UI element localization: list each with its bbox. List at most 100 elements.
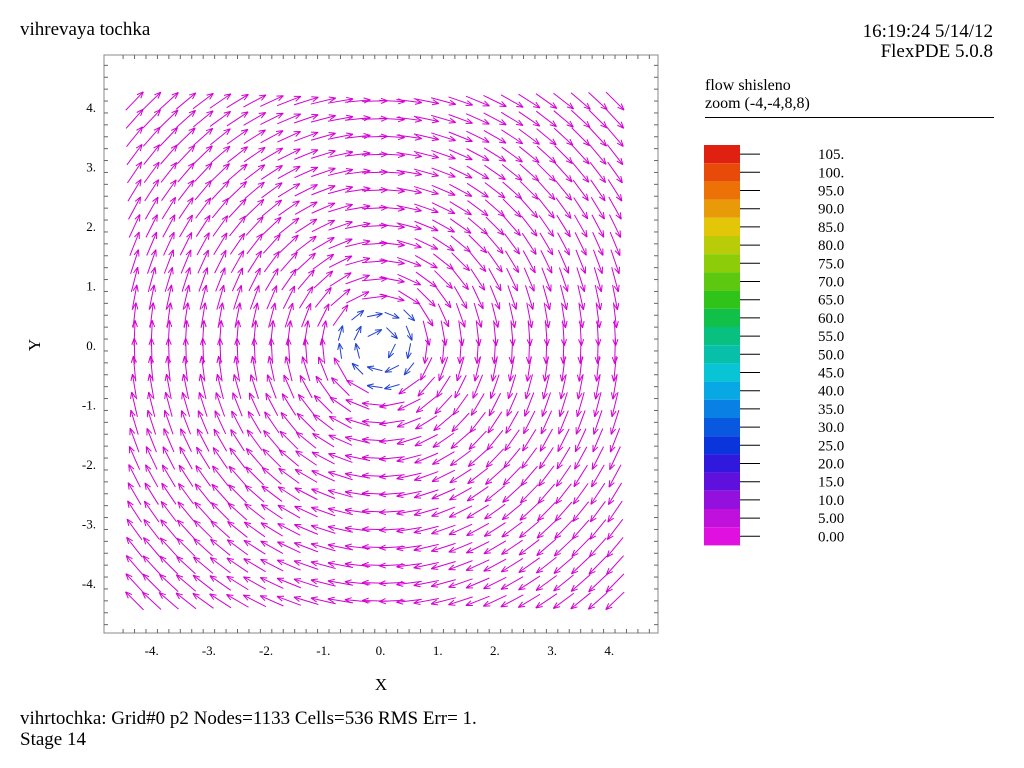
vector-arrow: [413, 507, 439, 517]
vector-arrow: [384, 311, 400, 319]
vector-arrow: [485, 216, 505, 236]
vector-arrow: [537, 163, 556, 182]
vector-arrow: [226, 575, 249, 591]
vector-arrow: [543, 320, 550, 347]
vector-arrow: [432, 432, 455, 448]
vector-arrow: [310, 524, 336, 534]
legend-label: 70.0: [818, 275, 844, 291]
vector-arrow: [210, 520, 231, 539]
vector-arrow: [470, 393, 485, 416]
vector-arrow: [230, 250, 245, 274]
vector-arrow: [214, 410, 227, 435]
vector-arrow: [159, 109, 179, 129]
vector-arrow: [182, 284, 191, 310]
vector-arrow: [379, 293, 405, 302]
vector-arrow: [413, 168, 439, 178]
vector-arrow: [142, 573, 162, 593]
vector-arrow: [231, 410, 244, 434]
vector-arrow: [414, 434, 438, 447]
vector-arrow: [144, 196, 159, 220]
vector-arrow: [379, 491, 405, 498]
vector-arrow: [593, 267, 603, 293]
vector-arrow: [161, 464, 176, 488]
vector-arrow: [592, 428, 604, 453]
vector-arrow: [431, 202, 456, 215]
vector-arrow: [558, 410, 569, 435]
vector-arrow: [449, 450, 472, 467]
vector-arrow: [573, 214, 588, 238]
vector-arrow: [230, 429, 245, 452]
legend-swatch: [704, 527, 740, 546]
vector-arrow: [555, 180, 573, 201]
vector-arrow: [589, 162, 607, 184]
vector-arrow: [261, 182, 283, 199]
vector-arrow: [448, 131, 473, 142]
vector-arrow: [180, 410, 192, 435]
vector-arrow: [361, 418, 388, 425]
vector-arrow: [328, 220, 353, 231]
vector-arrow: [432, 219, 455, 233]
vector-arrow: [199, 284, 208, 310]
vector-arrow: [244, 503, 265, 520]
vector-arrow: [509, 320, 516, 347]
vector-arrow: [502, 181, 523, 200]
vector-arrow: [448, 523, 473, 536]
timestamp: 16:19:24 5/14/12: [862, 21, 993, 42]
vector-arrow: [281, 393, 297, 416]
zoom-label: zoom (-4,-4,8,8): [705, 95, 810, 112]
vector-arrow: [145, 464, 159, 488]
vector-arrow: [141, 591, 162, 610]
y-tick-label: -4.: [82, 576, 96, 591]
vector-arrow: [537, 483, 556, 504]
vector-arrow: [311, 202, 336, 214]
vector-arrow: [535, 110, 557, 128]
vector-arrow: [227, 520, 248, 538]
vector-arrow: [144, 179, 160, 202]
vector-arrow: [293, 542, 319, 553]
vector-arrow: [608, 214, 622, 238]
vector-arrow: [576, 267, 586, 293]
vector-arrow: [431, 184, 456, 196]
vector-arrow: [468, 430, 487, 450]
vector-arrow: [588, 109, 608, 129]
vector-arrow: [448, 114, 473, 124]
vector-arrow: [570, 109, 591, 128]
vector-arrow: [523, 267, 535, 292]
vector-arrow: [294, 524, 319, 535]
y-tick-label: 1.: [86, 279, 96, 294]
vector-arrow: [538, 215, 555, 237]
legend-label: 40.0: [818, 384, 844, 400]
vector-arrow: [196, 232, 210, 256]
vector-arrow: [192, 556, 214, 574]
vector-arrow: [345, 399, 370, 410]
vector-arrow: [539, 232, 554, 256]
vector-arrow: [449, 201, 472, 216]
vector-arrow: [180, 428, 192, 452]
vector-arrow: [473, 302, 483, 328]
vector-arrow: [484, 164, 506, 181]
vector-arrow: [609, 428, 621, 453]
vector-arrow: [557, 428, 570, 452]
vector-arrow: [588, 555, 608, 575]
vector-arrow: [129, 409, 139, 435]
vector-arrow: [209, 93, 232, 109]
vector-arrow: [163, 410, 174, 435]
vector-arrow: [212, 447, 228, 469]
vector-arrow: [416, 288, 436, 307]
vector-arrow: [540, 410, 553, 435]
y-tick-label: 2.: [86, 219, 96, 234]
vector-arrow: [226, 93, 249, 109]
vector-arrow: [553, 556, 574, 574]
vector-arrow: [159, 573, 179, 593]
vector-arrow: [431, 469, 456, 483]
vector-arrow: [261, 467, 282, 485]
plot-frame: [103, 54, 659, 634]
vector-arrow: [276, 595, 302, 606]
vector-arrow: [344, 435, 371, 444]
vector-arrow: [160, 501, 177, 523]
vector-arrow: [328, 238, 353, 250]
vector-arrow: [179, 446, 193, 470]
vector-arrow: [327, 150, 354, 158]
x-tick-label: -2.: [259, 643, 273, 658]
vector-arrow: [251, 302, 260, 328]
